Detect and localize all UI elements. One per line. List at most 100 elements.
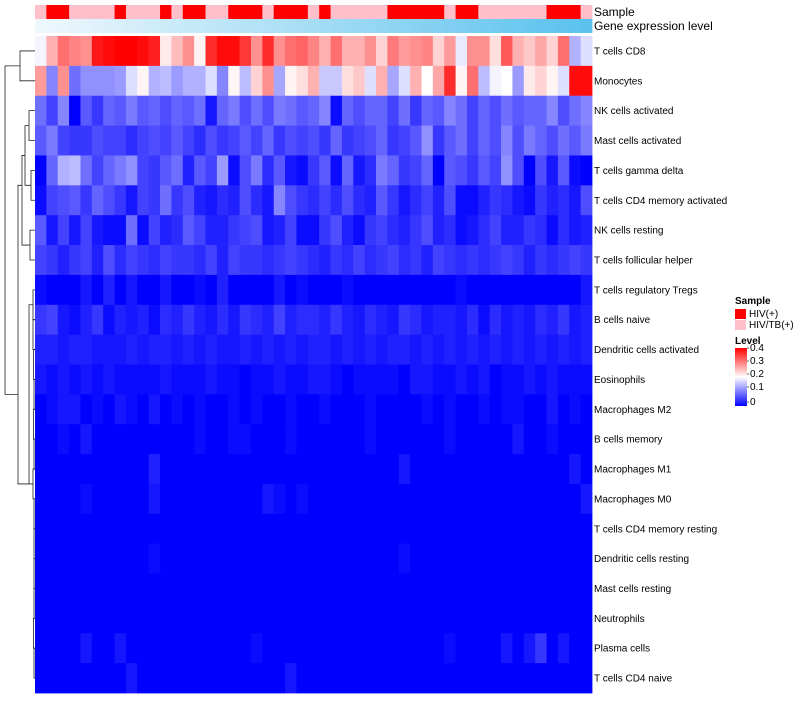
heatmap-cell: [46, 36, 59, 67]
heatmap-cell: [341, 95, 354, 126]
heatmap-cell: [262, 185, 275, 216]
expression-annotation-cell: [535, 19, 547, 33]
heatmap-cell: [410, 155, 422, 186]
heatmap-cell: [432, 125, 445, 156]
heatmap-cell: [455, 274, 468, 306]
heatmap-cell: [285, 394, 297, 425]
heatmap-cell: [91, 245, 104, 276]
heatmap-cell: [69, 125, 81, 156]
heatmap-cell: [376, 483, 388, 515]
heatmap-cell: [489, 543, 502, 574]
heatmap-cell: [341, 573, 354, 604]
heatmap-cell: [160, 633, 172, 664]
heatmap-cell: [455, 245, 468, 276]
heatmap-cell: [569, 274, 582, 306]
heatmap-cell: [46, 394, 59, 425]
heatmap-cell: [546, 543, 559, 574]
heatmap-cell: [376, 603, 388, 634]
heatmap-cell: [160, 185, 172, 216]
heatmap-cell: [569, 424, 582, 455]
heatmap-cell: [353, 483, 366, 515]
heatmap-cell: [216, 633, 229, 664]
heatmap-cell: [455, 394, 468, 425]
heatmap-cell: [535, 65, 547, 97]
heatmap-cell: [80, 394, 93, 425]
heatmap-cell: [205, 215, 218, 246]
heatmap-cell: [239, 334, 252, 365]
sample-annotation-cell: [376, 5, 388, 19]
heatmap-cell: [478, 334, 491, 365]
heatmap-cell: [205, 394, 218, 425]
heatmap-cell: [569, 185, 582, 216]
heatmap-cell: [557, 155, 570, 186]
heatmap-cell: [46, 454, 59, 485]
heatmap-cell: [398, 65, 411, 97]
heatmap-cell: [171, 633, 184, 664]
heatmap-cell: [387, 394, 400, 425]
heatmap-cell: [535, 663, 547, 694]
heatmap-cell: [148, 334, 161, 365]
heatmap-cell: [205, 65, 218, 97]
heatmap-cell: [205, 483, 218, 515]
heatmap-cell: [364, 663, 377, 694]
legend-level-title: Level: [735, 336, 761, 347]
heatmap-cell: [398, 304, 411, 336]
heatmap-cell: [114, 65, 127, 97]
heatmap-cell: [57, 125, 70, 156]
heatmap-cell: [35, 603, 47, 634]
heatmap-cell: [376, 424, 388, 455]
heatmap-cell: [580, 573, 593, 604]
heatmap-cell: [182, 573, 195, 604]
heatmap-cell: [432, 483, 445, 515]
heatmap-cell: [307, 95, 320, 126]
heatmap-cell: [466, 95, 479, 126]
heatmap-cell: [114, 543, 127, 574]
legend-swatch: [735, 309, 746, 319]
heatmap-cell: [432, 215, 445, 246]
heatmap-cell: [273, 513, 286, 545]
heatmap-cell: [216, 603, 229, 634]
expression-annotation-cell: [114, 19, 127, 33]
heatmap-cell: [46, 125, 59, 156]
heatmap-cell: [466, 364, 479, 395]
heatmap-cell: [319, 633, 331, 664]
heatmap-cell: [125, 573, 138, 604]
heatmap-cell: [182, 65, 195, 97]
heatmap-cell: [273, 543, 286, 574]
heatmap-cell: [137, 65, 150, 97]
heatmap-cell: [501, 65, 513, 97]
heatmap-cell: [387, 334, 400, 365]
heatmap-cell: [432, 304, 445, 336]
heatmap-cell: [182, 603, 195, 634]
heatmap-cell: [285, 65, 297, 97]
heatmap-cell: [57, 245, 70, 276]
row-label: T cells CD4 naive: [594, 674, 673, 685]
heatmap-cell: [432, 274, 445, 306]
heatmap-cell: [250, 603, 263, 634]
heatmap-cell: [353, 663, 366, 694]
expression-annotation-cell: [296, 19, 309, 33]
heatmap-cell: [512, 483, 525, 515]
heatmap-cell: [466, 215, 479, 246]
heatmap-cell: [330, 603, 343, 634]
heatmap-cell: [376, 215, 388, 246]
heatmap-cell: [353, 125, 366, 156]
heatmap-cell: [341, 543, 354, 574]
heatmap-cell: [262, 36, 275, 67]
heatmap-cell: [353, 155, 366, 186]
heatmap-cell: [421, 245, 434, 276]
expression-annotation-cell: [410, 19, 422, 33]
heatmap-cell: [285, 185, 297, 216]
heatmap-cell: [466, 125, 479, 156]
heatmap-cell: [35, 36, 47, 67]
heatmap-cell: [387, 663, 400, 694]
heatmap-cell: [466, 663, 479, 694]
heatmap-cell: [216, 274, 229, 306]
legend-item-label: HIV/TB(+): [749, 320, 794, 331]
heatmap-cell: [330, 334, 343, 365]
heatmap-cell: [250, 454, 263, 485]
sample-annotation-cell: [296, 5, 309, 19]
heatmap-cell: [307, 334, 320, 365]
heatmap-cell: [216, 245, 229, 276]
heatmap-cell: [489, 155, 502, 186]
